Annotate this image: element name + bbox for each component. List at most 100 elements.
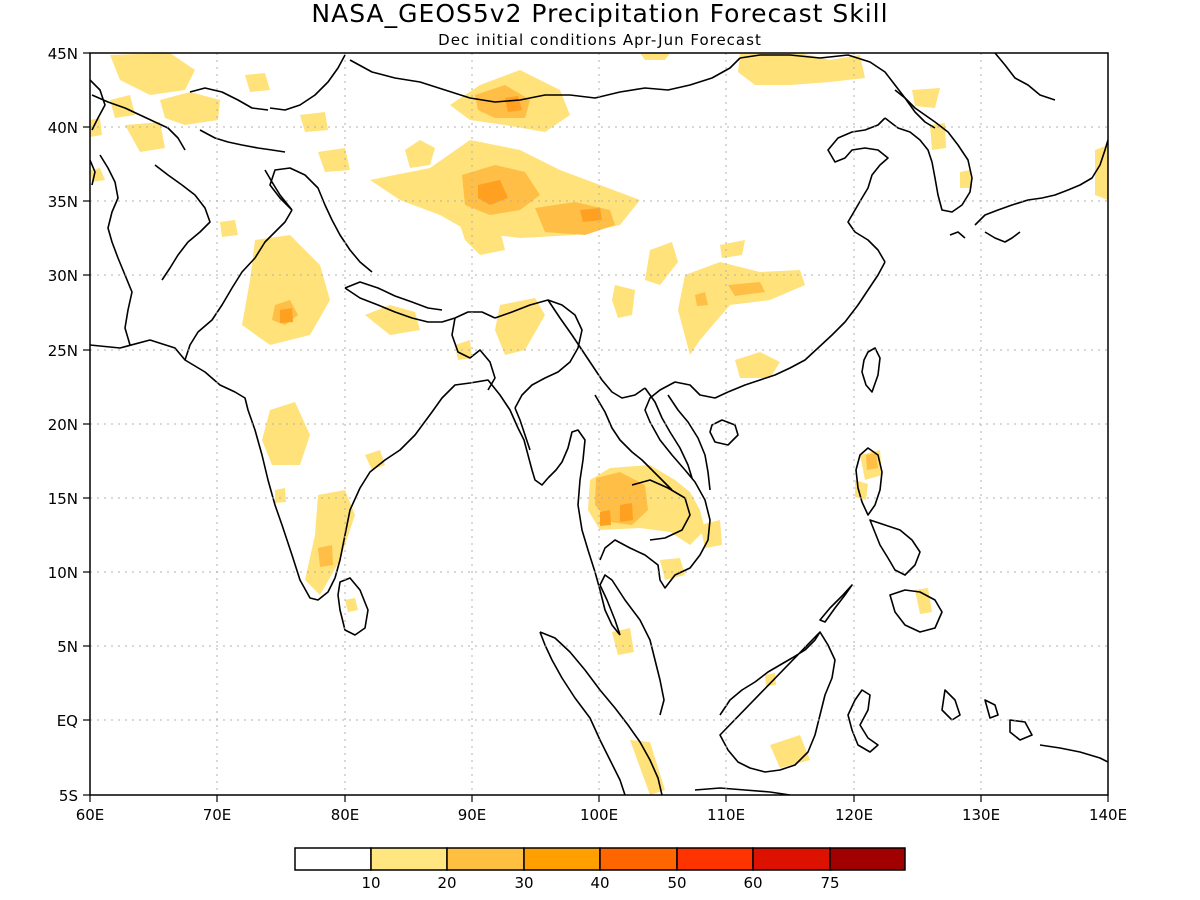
lon-tick-label: 140E	[1089, 806, 1127, 824]
lon-tick-label: 130E	[962, 806, 1000, 824]
skill-region-india-south-core	[318, 545, 333, 567]
colorbar-swatch-0	[294, 847, 372, 871]
lon-tick-label: 120E	[835, 806, 873, 824]
skill-region-malaysia-east	[700, 520, 722, 548]
colorbar-label: 20	[437, 874, 456, 892]
border-north-korea	[904, 97, 936, 129]
skill-region-henan	[720, 240, 745, 258]
colorbar: 10 20 30 40 50 60 75	[294, 847, 906, 892]
lon-tick-label: 70E	[203, 806, 232, 824]
border-nepal	[344, 287, 456, 323]
border-bhutan	[454, 311, 496, 319]
colorbar-label: 30	[514, 874, 533, 892]
border-pakistan-india	[184, 209, 293, 361]
colorbar-label: 10	[361, 874, 380, 892]
lat-tick-label: 25N	[48, 342, 78, 360]
border-uzbek-turkmen	[91, 94, 186, 151]
skill-region-borneo-north	[765, 673, 776, 686]
skill-region-korea	[930, 123, 946, 150]
map-title: NASA_GEOS5v2 Precipitation Forecast Skil…	[311, 0, 888, 28]
skill-region-south-india	[305, 490, 355, 595]
lat-tick-label: 40N	[48, 119, 78, 137]
coastline-vietnam	[644, 381, 729, 471]
colorbar-label: 50	[667, 874, 686, 892]
coastline-gulf-of-thailand	[599, 469, 711, 589]
coastline-palawan	[819, 584, 853, 623]
skill-region-tajik	[245, 73, 270, 92]
coastline-east-china	[827, 117, 889, 263]
skill-region-philippines-core	[866, 453, 878, 470]
skill-region-india-peak	[280, 308, 293, 323]
skill-region-nepal	[365, 305, 420, 335]
coastline-moluccas	[941, 689, 1033, 741]
border-china-mongolia	[349, 57, 741, 103]
skill-region-borneo-south	[770, 735, 810, 768]
lon-tick-labels: 60E 70E 80E 90E 100E 110E 120E 130E 140E	[76, 806, 1127, 824]
lon-tick-label: 80E	[331, 806, 360, 824]
border-myanmar-china	[547, 299, 646, 399]
skill-region-kyrgyz	[160, 92, 220, 125]
map-plot-area	[90, 45, 1108, 795]
skill-region-vietnam-south	[660, 558, 685, 580]
skill-region-assam	[495, 298, 545, 355]
lon-tick-label: 90E	[458, 806, 487, 824]
skill-shading-20-30	[272, 85, 878, 567]
coastline-arabian-sea	[90, 339, 336, 601]
skill-region-manchuria-east	[912, 88, 940, 108]
border-india-china-west	[269, 167, 373, 273]
skill-region-iran-east	[95, 45, 100, 53]
skill-region-central-india	[262, 402, 310, 465]
skill-region-north-india	[242, 235, 330, 345]
colorbar-swatch-5	[676, 847, 754, 871]
coastline-new-guinea	[1039, 744, 1108, 763]
map-subtitle: Dec initial conditions Apr-Jun Forecast	[438, 31, 762, 49]
border-tajik-afghan	[199, 129, 286, 153]
coastline-japan	[949, 139, 1108, 243]
skill-shading-10-20	[90, 45, 1108, 795]
skill-region-malaya	[612, 628, 634, 655]
skill-region-thai-peak	[600, 510, 611, 526]
skill-region-yunnan	[612, 285, 635, 318]
coastline-hainan	[709, 419, 739, 446]
lon-tick-label: 100E	[580, 806, 618, 824]
coastline-caspian	[90, 79, 106, 131]
border-vietnam-laos	[667, 394, 711, 491]
border-afghan-pakistan	[154, 164, 211, 281]
colorbar-swatch-2	[446, 847, 525, 871]
border-iran-afghan	[99, 154, 119, 259]
skill-region-south-china-core	[728, 282, 765, 296]
lat-tick-label: 20N	[48, 416, 78, 434]
skill-region-bangladesh-north	[455, 340, 472, 360]
coastline-sulawesi	[847, 689, 879, 753]
coastline-sumatra	[539, 631, 663, 795]
border-india-myanmar	[514, 407, 531, 451]
skill-region-mindanao	[915, 588, 932, 614]
lat-tick-label: 45N	[48, 45, 78, 63]
skill-region-sumatra-south	[630, 740, 665, 795]
coastline-mindanao	[889, 589, 943, 633]
skill-region-cambodia-peak	[620, 503, 633, 522]
skill-region-japan	[1095, 145, 1108, 200]
border-kazakh-china	[269, 54, 346, 111]
border-northeast-india	[494, 299, 583, 409]
lat-tick-label: 5N	[57, 638, 78, 656]
coastline-taiwan	[861, 347, 881, 393]
border-iran-pakistan	[117, 257, 133, 346]
skill-region-guangdong	[735, 352, 780, 378]
lat-tick-label: 15N	[48, 490, 78, 508]
skill-region-sri-lanka	[345, 598, 358, 612]
skill-region-uzbek	[90, 118, 102, 137]
skill-region-hubei	[645, 242, 678, 285]
coastline-sumatra-west	[539, 631, 626, 795]
skill-region-afghan	[220, 220, 238, 237]
lat-tick-label: 10N	[48, 564, 78, 582]
lon-tick-label: 110E	[707, 806, 745, 824]
lat-tick-label: 35N	[48, 193, 78, 211]
border-china-russia	[739, 54, 906, 99]
skill-region-korea-south	[960, 170, 972, 188]
lat-tick-label: EQ	[57, 712, 78, 730]
skill-region-qinghai	[405, 140, 435, 168]
skill-region-manchuria-west	[738, 53, 865, 85]
axis-tick-marks	[83, 52, 1109, 802]
lat-tick-label: 5S	[59, 787, 78, 805]
